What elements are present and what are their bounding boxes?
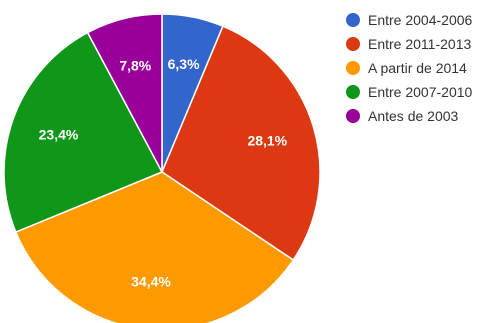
legend: Entre 2004-2006 Entre 2011-2013 A partir d… (346, 12, 473, 124)
legend-label: Entre 2011-2013 (368, 36, 471, 52)
pie-slice-a-partir-de-2014[interactable] (14, 171, 295, 323)
legend-swatch (346, 13, 360, 27)
legend-label: A partir de 2014 (368, 60, 467, 76)
pie-slice-antes-de-2003[interactable] (86, 13, 163, 173)
legend-swatch (346, 109, 360, 123)
pie-slice-entre-2011-2013[interactable] (161, 25, 321, 262)
legend-item-entre-2007-2010[interactable]: Entre 2007-2010 (346, 84, 473, 100)
slice-label-entre-2011-2013: 28,1% (247, 132, 287, 148)
pie-slices (3, 13, 321, 323)
legend-item-entre-2004-2006[interactable]: Entre 2004-2006 (346, 12, 473, 28)
legend-item-entre-2011-2013[interactable]: Entre 2011-2013 (346, 36, 471, 52)
pie-slice-entre-2007-2010[interactable] (3, 31, 164, 233)
legend-swatch (346, 61, 360, 75)
legend-item-a-partir-de-2014[interactable]: A partir de 2014 (346, 60, 467, 76)
slice-label-entre-2007-2010: 23,4% (39, 127, 79, 143)
slice-label-a-partir-de-2014: 34,4% (131, 273, 171, 289)
slice-label-antes-de-2003: 7,8% (119, 57, 151, 73)
legend-label: Entre 2004-2006 (368, 12, 473, 28)
legend-swatch (346, 37, 360, 51)
pie-slice-labels: 6,3% 28,1% 34,4% 23,4% 7,8% (39, 56, 288, 289)
legend-label: Entre 2007-2010 (368, 84, 473, 100)
legend-swatch (346, 85, 360, 99)
legend-label: Antes de 2003 (368, 108, 459, 124)
legend-item-antes-de-2003[interactable]: Antes de 2003 (346, 108, 459, 124)
slice-label-entre-2004-2006: 6,3% (168, 56, 200, 72)
